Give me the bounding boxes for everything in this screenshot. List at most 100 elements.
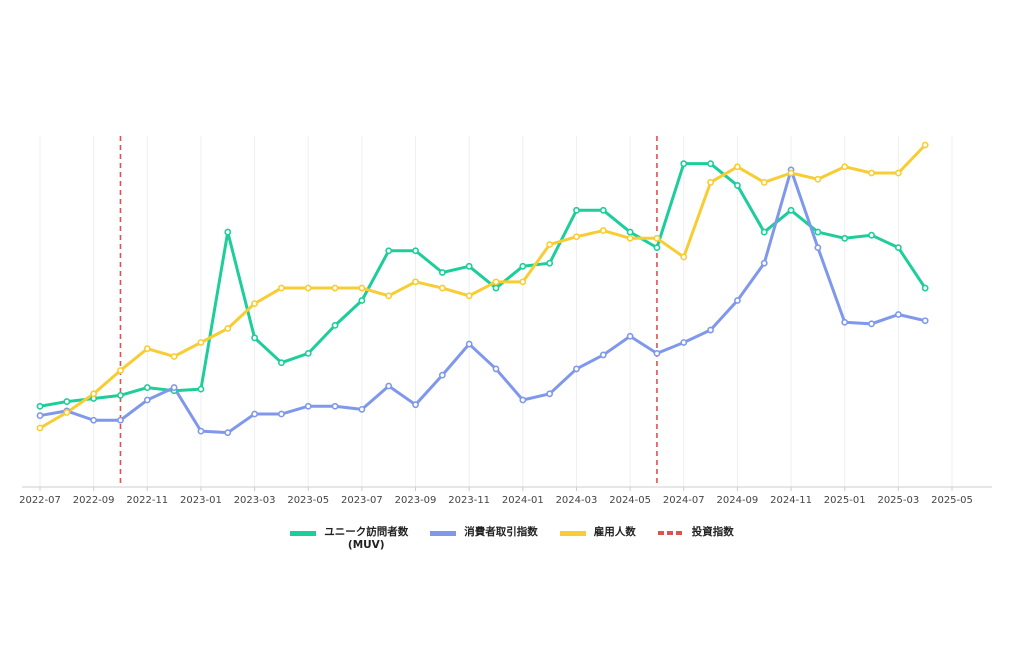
x-tick-label: 2022-11 [126, 495, 168, 506]
data-point-2 [90, 390, 98, 398]
legend-item-muv[interactable]: ユニーク訪問者数 (MUV) [290, 526, 408, 552]
data-point-0 [358, 297, 366, 304]
data-point-2 [841, 163, 849, 171]
series-line-2 [38, 143, 927, 430]
data-point-0 [412, 247, 419, 255]
data-point-1 [519, 396, 527, 404]
data-point-2 [573, 233, 580, 241]
data-point-2 [465, 292, 473, 300]
data-point-2 [278, 284, 285, 292]
data-point-0 [492, 284, 500, 292]
x-tick-label: 2023-01 [180, 495, 222, 506]
legend-swatch-muv [290, 531, 317, 536]
data-point-1 [36, 412, 44, 419]
x-tick-label: 2024-05 [609, 495, 651, 506]
data-point-0 [599, 206, 607, 214]
data-point-1 [841, 318, 849, 326]
chart-legend: ユニーク訪問者数 (MUV) 消費者取引指数 雇用人数 投資指数 [0, 526, 1024, 552]
data-point-1 [438, 371, 446, 379]
data-point-2 [653, 234, 661, 242]
data-point-0 [304, 349, 312, 357]
data-point-2 [707, 178, 714, 186]
data-point-0 [438, 269, 446, 276]
data-point-1 [224, 429, 232, 437]
legend-swatch-consumer-index [430, 531, 457, 536]
data-point-2 [492, 278, 500, 286]
data-point-0 [707, 160, 714, 168]
data-point-1 [868, 320, 875, 328]
data-point-1 [760, 259, 768, 267]
data-point-0 [278, 359, 285, 367]
data-point-1 [143, 396, 151, 404]
data-point-0 [224, 228, 232, 236]
data-point-0 [465, 262, 473, 270]
x-tick-label: 2023-07 [341, 495, 383, 506]
data-point-1 [331, 402, 339, 410]
data-point-1 [680, 339, 688, 346]
data-point-1 [251, 410, 258, 418]
data-point-0 [814, 228, 822, 236]
data-point-0 [680, 160, 688, 168]
data-point-2 [117, 367, 124, 374]
legend-item-employment[interactable]: 雇用人数 [559, 526, 636, 539]
x-tick-label: 2023-05 [287, 495, 329, 506]
data-point-0 [734, 182, 741, 189]
data-point-0 [331, 321, 339, 329]
data-point-2 [599, 227, 607, 234]
data-point-2 [358, 284, 366, 292]
data-point-0 [841, 234, 849, 242]
x-tick-label: 2025-03 [877, 495, 919, 506]
data-point-2 [36, 424, 44, 432]
event-lines [119, 136, 658, 487]
data-point-2 [143, 345, 151, 353]
data-point-0 [117, 391, 124, 399]
legend-label-muv: ユニーク訪問者数 (MUV) [324, 526, 408, 552]
data-point-2 [921, 141, 929, 149]
data-point-1 [814, 244, 822, 252]
data-point-1 [170, 384, 178, 391]
data-point-2 [170, 353, 178, 360]
data-point-2 [894, 169, 902, 177]
x-tick-label: 2024-07 [663, 495, 705, 506]
x-tick-label: 2024-01 [502, 495, 544, 506]
data-point-2 [63, 409, 71, 416]
chart-grid [39, 136, 953, 487]
data-point-1 [90, 416, 98, 424]
data-point-1 [921, 317, 929, 325]
data-point-2 [814, 175, 822, 183]
x-tick-label: 2023-11 [448, 495, 490, 506]
data-point-2 [438, 284, 446, 292]
data-point-2 [760, 178, 768, 186]
data-point-0 [546, 259, 554, 267]
data-point-1 [626, 332, 634, 340]
legend-item-consumer-index[interactable]: 消費者取引指数 [430, 526, 538, 539]
data-point-2 [519, 278, 527, 286]
legend-item-investment-index[interactable]: 投資指数 [657, 526, 734, 539]
data-point-2 [734, 163, 741, 171]
data-point-2 [224, 325, 232, 332]
series-lines [38, 143, 927, 435]
x-tick-label: 2023-09 [395, 495, 437, 506]
data-point-2 [412, 278, 419, 286]
x-tick-label: 2022-09 [73, 495, 115, 506]
data-point-0 [868, 231, 875, 239]
data-point-1 [707, 326, 714, 334]
x-tick-label: 2023-03 [234, 495, 276, 506]
data-point-0 [921, 284, 929, 292]
data-point-2 [331, 284, 339, 292]
data-point-0 [251, 334, 258, 342]
legend-label-employment: 雇用人数 [593, 526, 636, 538]
data-point-2 [680, 253, 688, 261]
data-point-1 [385, 382, 393, 390]
data-point-1 [492, 365, 500, 373]
data-point-0 [653, 244, 661, 252]
data-point-1 [465, 340, 473, 348]
data-point-0 [894, 244, 902, 252]
x-tick-label: 2025-01 [824, 495, 866, 506]
data-point-1 [573, 365, 580, 373]
data-point-0 [143, 384, 151, 391]
data-point-1 [599, 351, 607, 359]
legend-label-muv-sub: (MUV) [347, 539, 385, 551]
data-point-2 [304, 284, 312, 292]
